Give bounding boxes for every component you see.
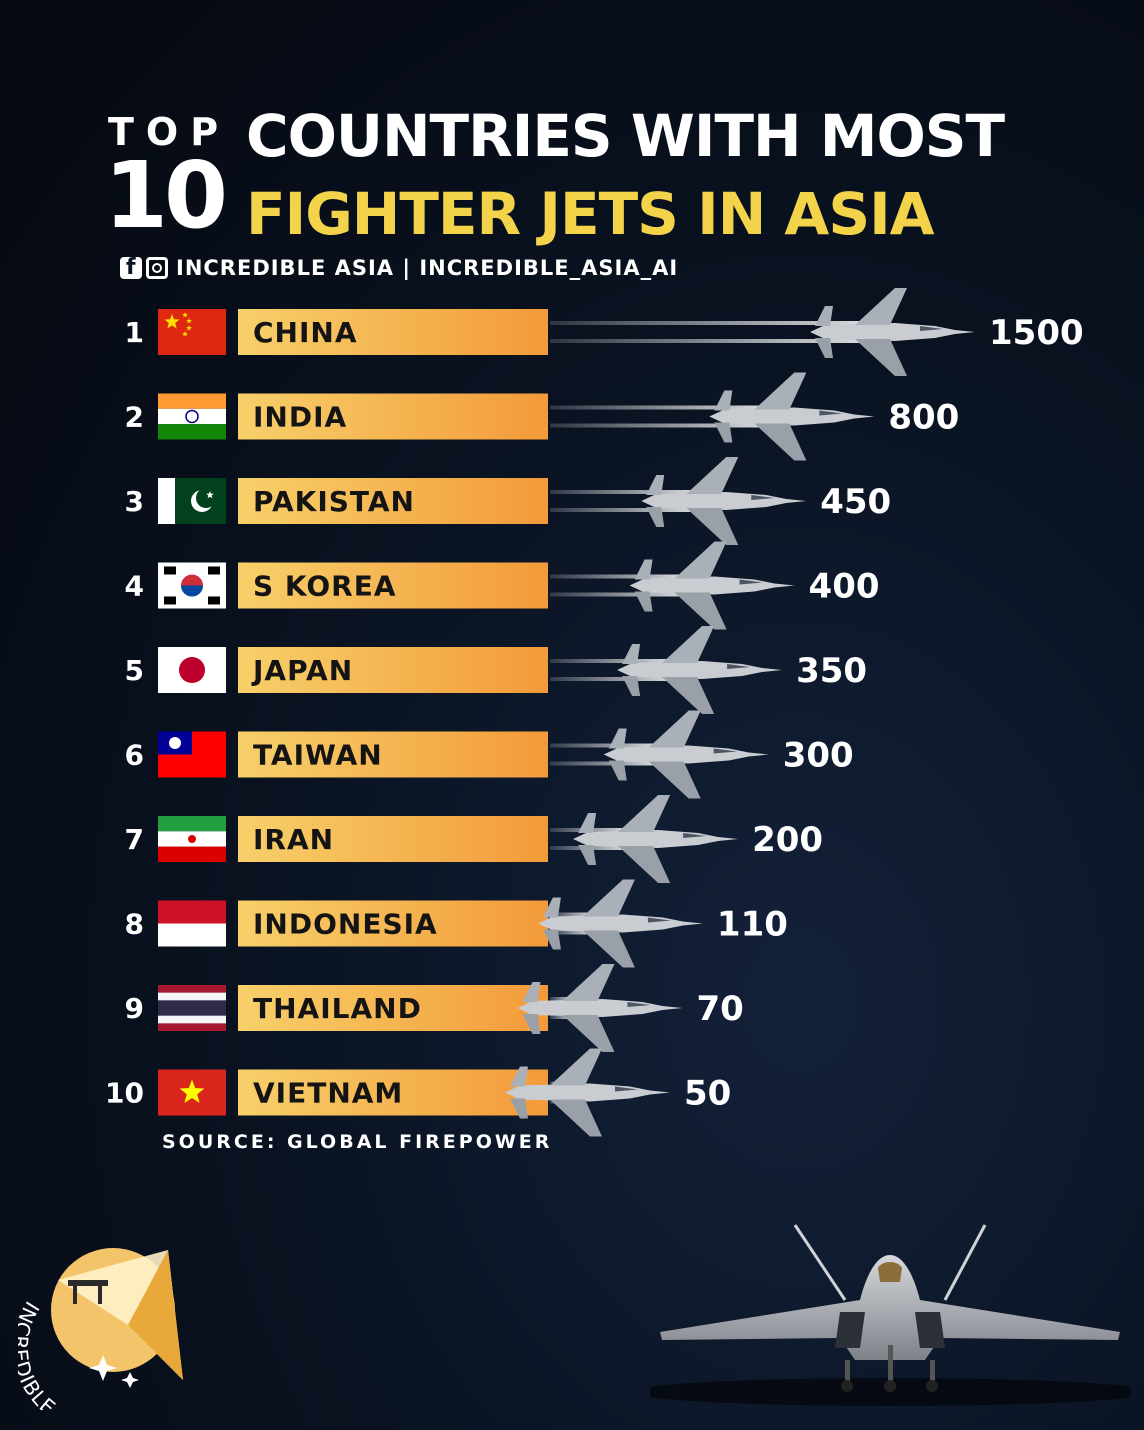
category-label: S KOREA	[253, 570, 397, 603]
label-bar	[238, 562, 548, 609]
bar-row-10: 10 VIETNAM 50	[105, 1048, 731, 1137]
flag-icon	[158, 900, 226, 947]
jet-mark	[537, 879, 703, 968]
bar-row-6: 6 TAIWAN 300	[125, 710, 854, 799]
bar-row-3: 3 PAKISTAN 450	[125, 457, 891, 545]
label-bar	[238, 985, 548, 1031]
vapor-trail	[550, 423, 765, 428]
title-line1: COUNTRIES WITH MOST	[246, 102, 1005, 170]
flag-icon	[158, 816, 226, 862]
jet-mark	[505, 1048, 670, 1137]
value-label: 300	[783, 736, 854, 776]
rank-label: 7	[125, 823, 144, 856]
vapor-trail	[550, 508, 697, 512]
vapor-trail	[550, 677, 673, 681]
category-label: INDIA	[253, 401, 347, 434]
jet-mark	[617, 626, 783, 714]
category-label: INDONESIA	[253, 908, 438, 941]
flag-icon	[158, 647, 226, 693]
value-label: 800	[888, 398, 959, 438]
rank-label: 5	[125, 654, 144, 687]
rank-label: 4	[125, 570, 144, 603]
vapor-trail	[550, 930, 593, 935]
flag-icon	[158, 478, 226, 524]
jet-mark	[629, 541, 795, 630]
bar-row-4: 4 S KOREA 400	[125, 541, 880, 630]
label-bar	[238, 816, 548, 862]
label-bar	[238, 393, 548, 440]
label-bar	[238, 647, 548, 693]
jet-mark	[709, 372, 875, 461]
label-bar	[238, 478, 548, 524]
flag-icon	[158, 393, 226, 440]
flag-icon	[158, 731, 226, 778]
source-note: SOURCE: GLOBAL FIREPOWER	[162, 1131, 553, 1153]
flag-icon	[158, 309, 226, 355]
instagram-icon	[146, 257, 168, 279]
vapor-trail	[550, 761, 659, 766]
title-line2: FIGHTER JETS IN ASIA	[246, 180, 935, 248]
flag-icon	[158, 562, 226, 609]
handle-text: INCREDIBLE ASIA | INCREDIBLE_ASIA_AI	[176, 256, 679, 280]
vapor-trail	[550, 659, 673, 663]
hero-jet-image	[650, 1224, 1130, 1406]
value-label: 70	[696, 989, 743, 1029]
bar-row-7: 7 IRAN 200	[125, 795, 823, 883]
label-bar	[238, 900, 548, 947]
vapor-trail	[550, 912, 593, 917]
vapor-trail	[550, 743, 659, 748]
rank-label: 3	[125, 485, 144, 518]
vapor-trail	[550, 592, 685, 597]
bar-row-5: 5 JAPAN 350	[125, 626, 867, 714]
category-label: PAKISTAN	[253, 485, 415, 518]
bar-row-8: 8 INDONESIA 110	[125, 879, 788, 968]
vapor-trail	[550, 574, 685, 579]
vapor-trail	[550, 339, 865, 343]
bar-row-1: 1 CHINA 1500	[125, 288, 1084, 376]
rank-label: 6	[125, 739, 144, 772]
rank-label: 2	[125, 401, 144, 434]
category-label: TAIWAN	[253, 739, 383, 772]
incredible-asia-logo: INCREDIBLE ASIA	[18, 1248, 183, 1410]
value-label: 110	[717, 905, 788, 945]
jet-mark	[641, 457, 807, 545]
flag-icon	[158, 985, 226, 1031]
label-bar	[238, 309, 548, 355]
bar-row-9: 9 THAILAND 70	[125, 964, 744, 1052]
vapor-trail	[550, 997, 573, 1001]
rank-label: 9	[125, 992, 144, 1025]
bar-row-2: 2 INDIA 800	[125, 372, 959, 461]
vapor-trail	[550, 490, 697, 494]
category-label: IRAN	[253, 823, 334, 856]
category-label: JAPAN	[251, 654, 353, 687]
ten-label: 10	[104, 142, 228, 249]
value-label: 450	[820, 482, 891, 522]
value-label: 50	[684, 1074, 731, 1114]
vapor-trail	[550, 321, 865, 325]
vapor-trail	[550, 405, 765, 410]
flag-icon	[158, 1069, 226, 1116]
social-handle: INCREDIBLE ASIA | INCREDIBLE_ASIA_AI	[120, 255, 679, 280]
jet-mark	[517, 964, 683, 1052]
rank-label: 8	[125, 908, 144, 941]
value-label: 400	[809, 567, 880, 607]
category-label: THAILAND	[253, 992, 422, 1025]
rank-label: 1	[125, 316, 144, 349]
facebook-icon	[120, 255, 142, 280]
jet-mark	[573, 795, 739, 883]
value-label: 200	[752, 820, 823, 860]
category-label: CHINA	[253, 316, 358, 349]
jet-mark	[603, 710, 769, 799]
vapor-trail	[550, 1015, 573, 1019]
label-bar	[238, 731, 548, 778]
top-label: TOP	[108, 110, 231, 154]
jet-mark	[810, 288, 975, 376]
value-label: 350	[796, 651, 867, 691]
rank-label: 10	[105, 1077, 144, 1110]
category-label: VIETNAM	[253, 1077, 403, 1110]
value-label: 1500	[989, 313, 1084, 353]
label-bar	[238, 1069, 548, 1116]
